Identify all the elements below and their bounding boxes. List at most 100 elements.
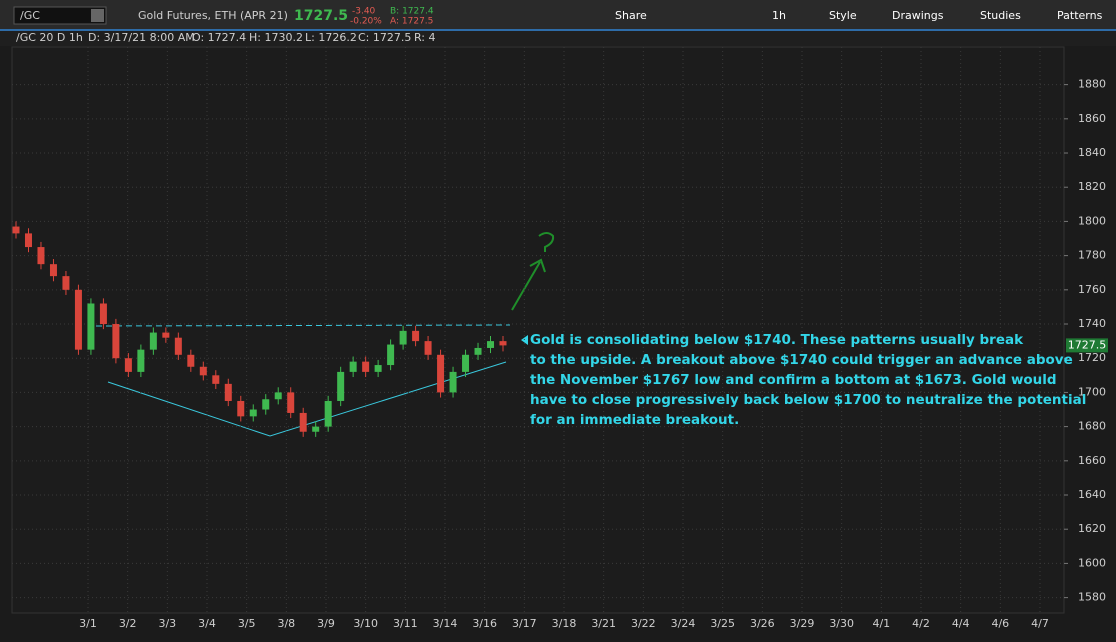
candle-body (324, 400, 332, 427)
price-tag: 1727.5 (1068, 338, 1107, 351)
candle-body (499, 341, 507, 346)
y-tick-label: 1800 (1078, 214, 1106, 227)
patterns-button[interactable]: Patterns (1057, 9, 1103, 22)
candle-body (274, 392, 282, 400)
x-tick-label: 3/8 (277, 617, 295, 630)
y-tick-label: 1620 (1078, 522, 1106, 535)
candle-body (449, 371, 457, 393)
share-button[interactable]: Share (615, 9, 647, 22)
candle-body (49, 264, 57, 277)
x-tick-label: 3/21 (591, 617, 616, 630)
last-price: 1727.5 (294, 8, 348, 24)
y-tick-label: 1720 (1078, 351, 1106, 364)
x-tick-label: 4/4 (952, 617, 970, 630)
y-tick-label: 1840 (1078, 146, 1106, 159)
x-tick-label: 3/18 (552, 617, 577, 630)
candle-body (487, 341, 495, 348)
dropdown[interactable] (91, 9, 104, 22)
question-mark (538, 232, 555, 252)
info-field: D: 3/17/21 8:00 AM (88, 31, 195, 44)
x-tick-label: 3/30 (829, 617, 854, 630)
candle-body (337, 371, 345, 401)
candle-body (87, 303, 95, 350)
x-tick-label: 3/9 (317, 617, 335, 630)
annotation-line: to the upside. A breakout above $1740 co… (530, 352, 1073, 368)
x-tick-label: 3/1 (79, 617, 97, 630)
info-field: R: 4 (414, 31, 436, 44)
x-tick-label: 3/17 (512, 617, 537, 630)
y-tick-label: 1860 (1078, 112, 1106, 125)
change-pct: -0.20% (350, 17, 382, 27)
y-tick-label: 1780 (1078, 249, 1106, 262)
trend-lines (107, 361, 507, 437)
x-tick-label: 3/4 (198, 617, 216, 630)
arrow (511, 258, 546, 311)
candle-body (37, 247, 45, 265)
candle-body (162, 332, 170, 338)
x-tick-label: 4/6 (991, 617, 1009, 630)
candle-body (374, 365, 382, 372)
symbol: /GC (20, 9, 40, 22)
y-tick-label: 1600 (1078, 556, 1106, 569)
info-field: H: 1730.2 (249, 31, 303, 44)
symbol-box[interactable] (13, 6, 107, 25)
x-tick-label: 3/2 (119, 617, 137, 630)
y-tick-label: 1660 (1078, 454, 1106, 467)
x-tick-label: 3/26 (750, 617, 775, 630)
candle-body (212, 375, 220, 384)
annotation-line: Gold is consolidating below $1740. These… (530, 332, 1024, 348)
candle-body (137, 349, 145, 372)
candle-body (287, 392, 295, 413)
candle-body (462, 354, 470, 372)
annotation-line: for an immediate breakout. (530, 412, 739, 428)
candle-body (12, 226, 20, 234)
candle-body (74, 289, 82, 350)
y-tick-label: 1880 (1078, 78, 1106, 91)
description: Gold Futures, ETH (APR 21) (138, 9, 288, 22)
change: -3.40 (352, 7, 376, 17)
annotation-line: have to close progressively back below $… (530, 392, 1086, 408)
studies-button[interactable]: Studies (980, 9, 1021, 22)
candle-body (387, 344, 395, 366)
y-tick-label: 1740 (1078, 317, 1106, 330)
drawings-button[interactable]: Drawings (892, 9, 944, 22)
x-tick-label: 3/25 (710, 617, 735, 630)
candle-body (99, 303, 107, 325)
x-tick-label: 3/11 (393, 617, 418, 630)
toolbar (0, 0, 1116, 30)
candle-body (474, 347, 482, 355)
candle-body (312, 426, 320, 432)
candle-body (199, 366, 207, 376)
x-tick-label: 3/22 (631, 617, 656, 630)
y-tick-label: 1700 (1078, 385, 1106, 398)
timeframe-button[interactable]: 1h (772, 9, 786, 22)
y-tick-label: 1680 (1078, 420, 1106, 433)
candle-body (237, 400, 245, 417)
x-tick-label: 3/24 (671, 617, 696, 630)
x-tick-label: 3/14 (433, 617, 458, 630)
style-button[interactable]: Style (829, 9, 857, 22)
candle-body (262, 399, 270, 410)
x-tick-label: 3/5 (238, 617, 256, 630)
x-tick-label: 3/10 (353, 617, 378, 630)
candle-body (349, 361, 357, 372)
info-field: O: 1727.4 (192, 31, 246, 44)
candle-body (299, 412, 307, 432)
candle-body (249, 409, 257, 417)
candle-body (62, 276, 70, 290)
candle-body (124, 358, 132, 372)
x-tick-label: 4/2 (912, 617, 930, 630)
candle-body (24, 233, 32, 248)
price-tag-box (1066, 338, 1108, 353)
annotation-line: the November $1767 low and confirm a bot… (530, 372, 1057, 388)
ask: A: 1727.5 (390, 17, 433, 27)
x-tick-label: 3/16 (472, 617, 497, 630)
y-tick-label: 1760 (1078, 283, 1106, 296)
y-tick-label: 1820 (1078, 180, 1106, 193)
y-tick-label: 1580 (1078, 591, 1106, 604)
candle-body (437, 354, 445, 393)
candle-body (224, 383, 232, 401)
candle-body (174, 337, 182, 355)
candle-body (187, 354, 195, 367)
